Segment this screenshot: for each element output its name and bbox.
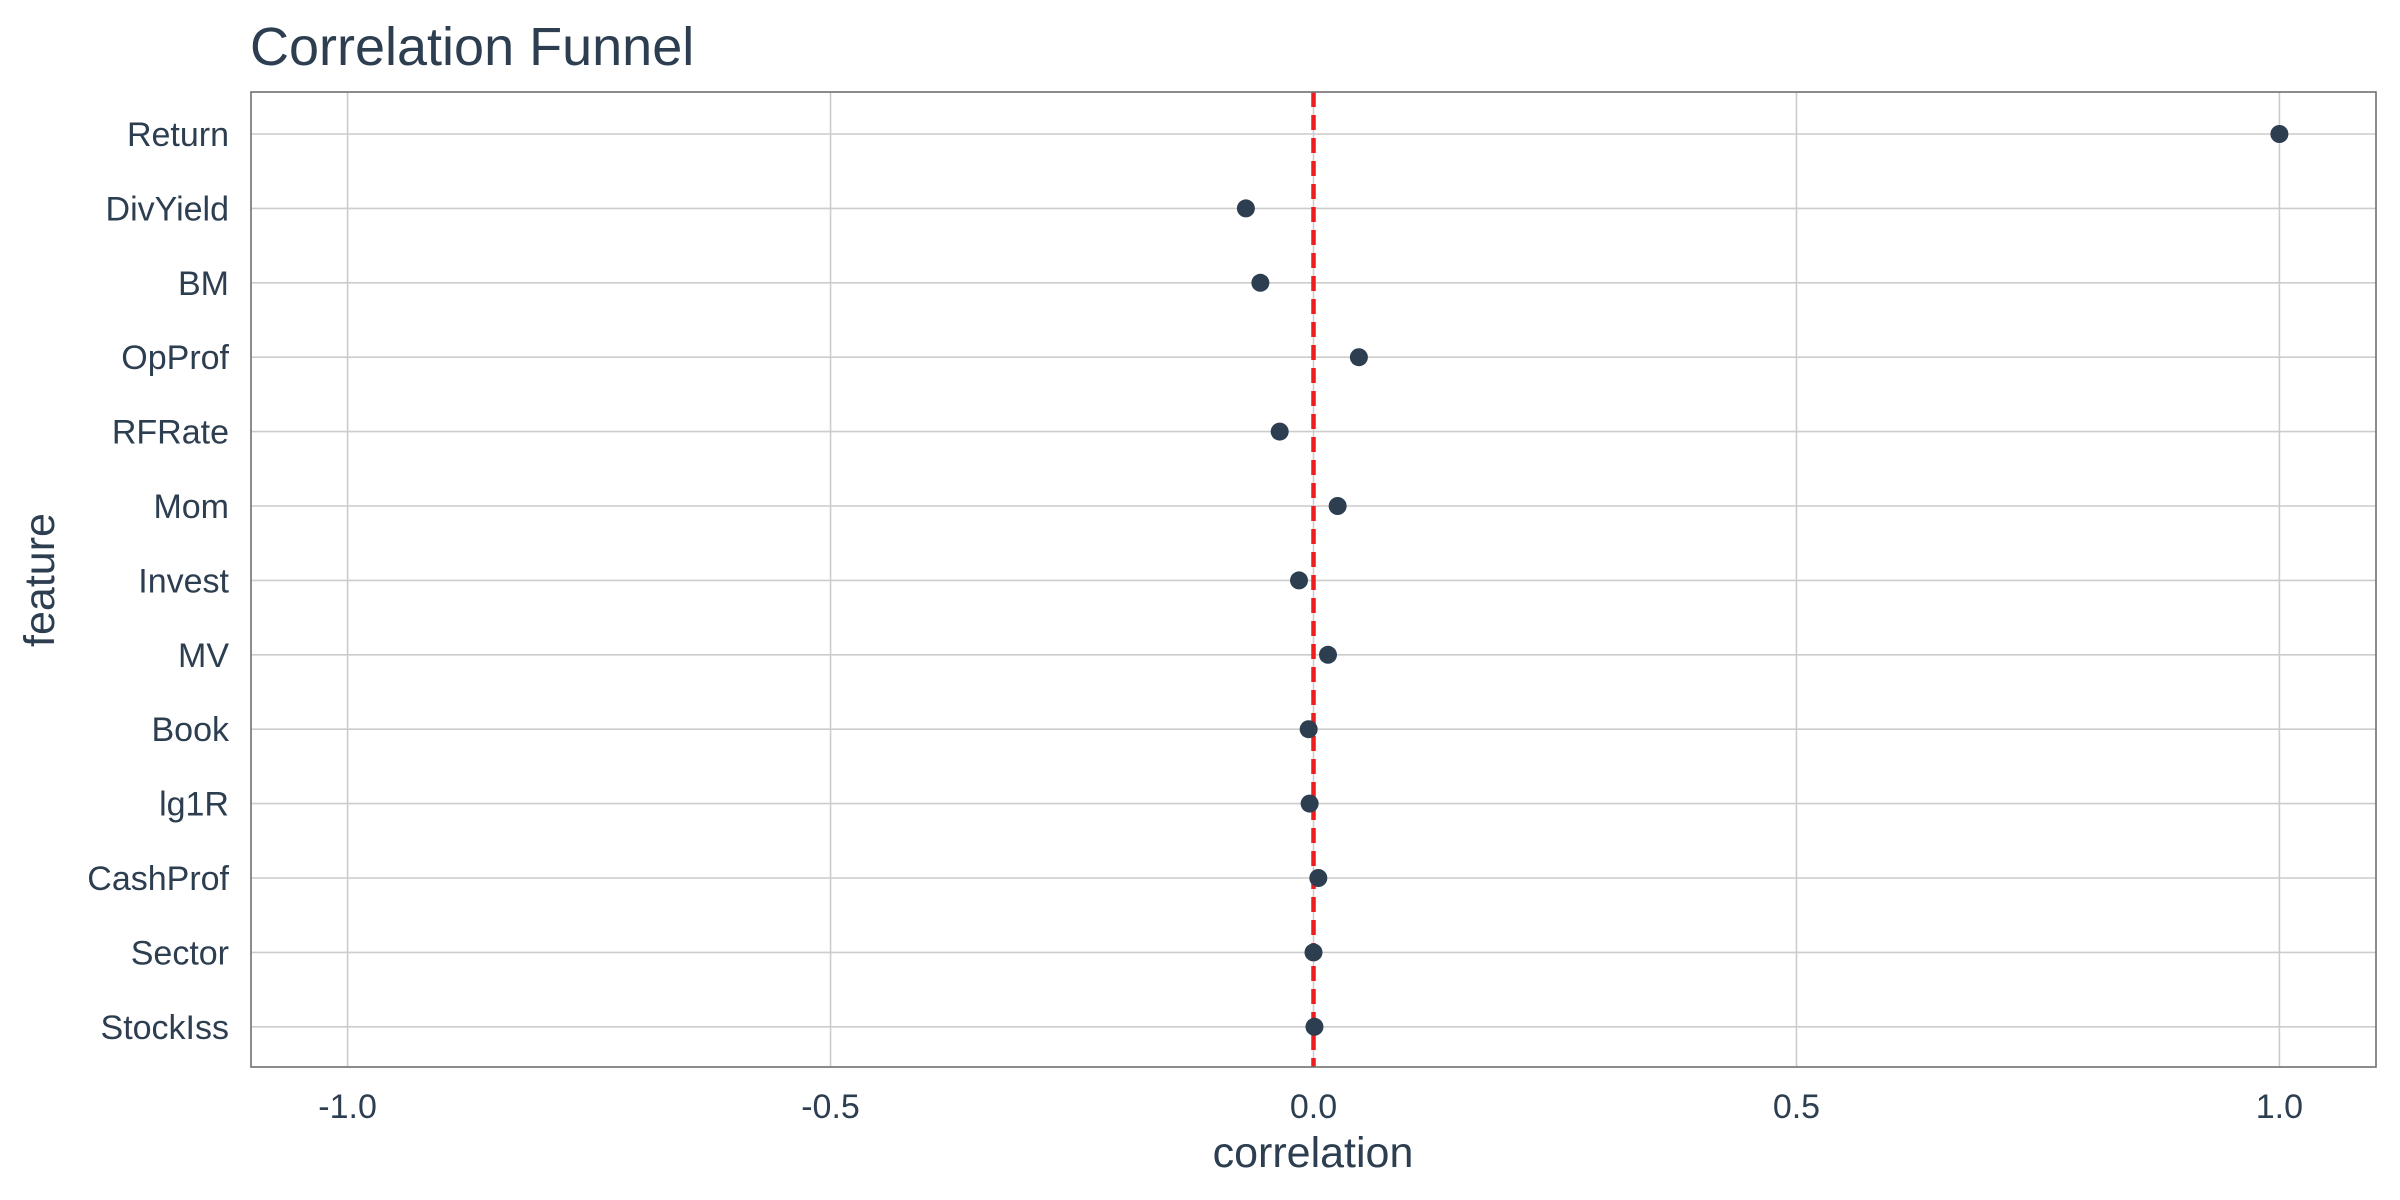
y-tick-label: RFRate bbox=[112, 414, 229, 452]
x-tick-label: -0.5 bbox=[801, 1088, 860, 1126]
data-point-sector bbox=[1304, 943, 1323, 962]
data-point-bm bbox=[1251, 273, 1270, 292]
plot-panel-border bbox=[250, 91, 2377, 1068]
data-point-stockiss bbox=[1305, 1017, 1324, 1036]
correlation-points bbox=[1236, 125, 2289, 1036]
x-tick-label: 0.0 bbox=[1290, 1088, 1337, 1126]
y-axis-title: feature bbox=[16, 513, 64, 647]
data-point-divyield bbox=[1236, 199, 1255, 218]
y-tick-label: OpProf bbox=[121, 339, 229, 377]
y-tick-label: StockIss bbox=[101, 1009, 229, 1047]
data-point-return bbox=[2270, 125, 2289, 143]
data-point-opprof bbox=[1349, 348, 1368, 367]
y-tick-label: lg1R bbox=[159, 786, 229, 824]
y-axis-tick-labels: Return DivYield BM OpProf RFRate Mom Invest MV B… bbox=[87, 116, 230, 1047]
x-tick-label: 0.5 bbox=[1773, 1088, 1820, 1126]
y-tick-label: Invest bbox=[138, 562, 229, 600]
x-tick-label: -1.0 bbox=[318, 1088, 377, 1126]
data-point-lg1r bbox=[1300, 794, 1319, 813]
y-tick-label: Mom bbox=[153, 488, 229, 526]
y-tick-label: Return bbox=[127, 116, 229, 154]
x-axis-tick-labels: -1.0 -0.5 0.0 0.5 1.0 bbox=[318, 1088, 2303, 1126]
data-point-mv bbox=[1318, 645, 1337, 664]
data-point-mom bbox=[1328, 497, 1347, 515]
data-point-invest bbox=[1290, 571, 1309, 590]
x-axis-title: correlation bbox=[1213, 1129, 1414, 1177]
y-tick-label: Book bbox=[152, 711, 230, 749]
data-point-cashprof bbox=[1309, 869, 1328, 887]
chart-title: Correlation Funnel bbox=[250, 17, 694, 77]
data-point-book bbox=[1299, 720, 1318, 739]
x-tick-label: 1.0 bbox=[2256, 1088, 2303, 1126]
y-tick-label: BM bbox=[178, 265, 229, 303]
y-tick-label: CashProf bbox=[87, 860, 229, 898]
y-tick-label: DivYield bbox=[106, 190, 229, 228]
y-tick-label: MV bbox=[178, 637, 229, 675]
y-tick-label: Sector bbox=[131, 934, 229, 972]
data-point-rfrate bbox=[1270, 422, 1289, 441]
